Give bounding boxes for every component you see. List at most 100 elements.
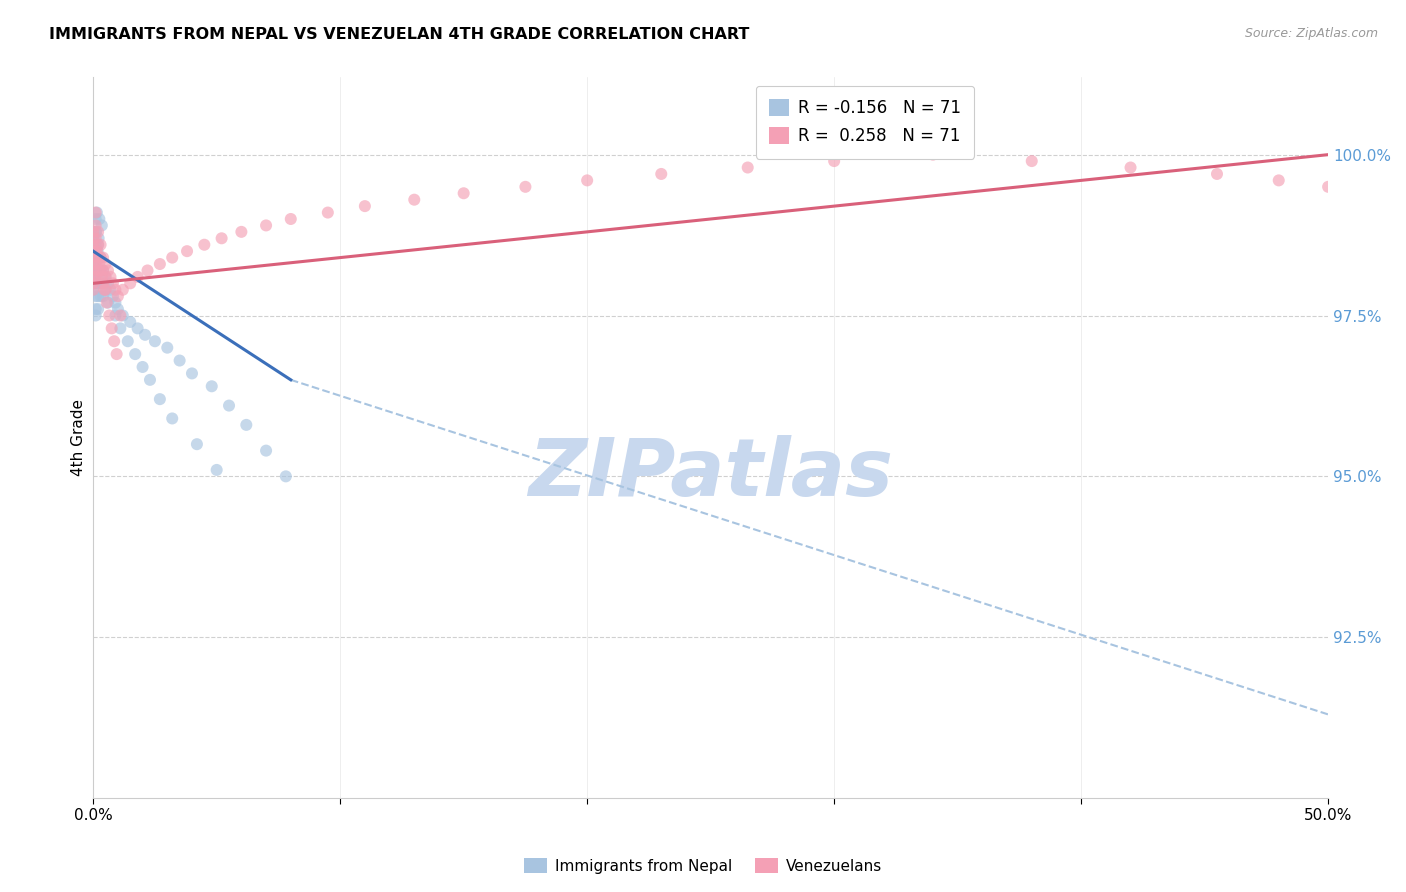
Point	[87, 277, 110, 291]
Point	[316, 205, 339, 219]
Point	[124, 347, 146, 361]
Point	[87, 237, 110, 252]
Point	[84, 251, 107, 265]
Point	[90, 219, 112, 233]
Point	[117, 334, 139, 349]
Point	[111, 283, 134, 297]
Point	[86, 205, 108, 219]
Point	[84, 237, 107, 252]
Point	[143, 334, 166, 349]
Point	[97, 295, 120, 310]
Text: Source: ZipAtlas.com: Source: ZipAtlas.com	[1244, 27, 1378, 40]
Point	[922, 147, 945, 161]
Point	[82, 283, 104, 297]
Point	[193, 237, 215, 252]
Point	[186, 437, 208, 451]
Point	[82, 244, 104, 259]
Point	[96, 295, 118, 310]
Point	[134, 327, 156, 342]
Point	[84, 212, 107, 227]
Point	[84, 225, 107, 239]
Point	[110, 309, 132, 323]
Point	[107, 301, 129, 316]
Point	[90, 251, 112, 265]
Point	[84, 263, 107, 277]
Point	[90, 263, 112, 277]
Point	[354, 199, 377, 213]
Point	[84, 244, 107, 259]
Point	[94, 283, 117, 297]
Point	[84, 289, 107, 303]
Point	[86, 244, 108, 259]
Point	[453, 186, 475, 201]
Point	[90, 277, 112, 291]
Point	[82, 277, 104, 291]
Point	[205, 463, 228, 477]
Point	[87, 225, 110, 239]
Point	[120, 315, 142, 329]
Point	[101, 277, 124, 291]
Point	[82, 225, 104, 239]
Point	[82, 269, 104, 284]
Point	[91, 277, 114, 291]
Point	[87, 237, 110, 252]
Point	[89, 212, 111, 227]
Point	[94, 257, 117, 271]
Point	[82, 263, 104, 277]
Point	[82, 257, 104, 271]
Point	[87, 251, 110, 265]
Point	[84, 205, 107, 219]
Point	[87, 289, 110, 303]
Point	[254, 443, 277, 458]
Text: ZIPatlas: ZIPatlas	[529, 434, 893, 513]
Point	[515, 179, 537, 194]
Point	[1206, 167, 1229, 181]
Legend: R = -0.156   N = 71, R =  0.258   N = 71: R = -0.156 N = 71, R = 0.258 N = 71	[756, 86, 974, 159]
Point	[84, 257, 107, 271]
Point	[82, 231, 104, 245]
Point	[111, 309, 134, 323]
Y-axis label: 4th Grade: 4th Grade	[72, 400, 86, 476]
Point	[235, 417, 257, 432]
Point	[82, 251, 104, 265]
Point	[103, 334, 125, 349]
Point	[149, 257, 172, 271]
Point	[94, 269, 117, 284]
Point	[160, 251, 183, 265]
Point	[97, 263, 120, 277]
Point	[156, 341, 179, 355]
Point	[576, 173, 599, 187]
Point	[98, 309, 121, 323]
Point	[89, 257, 111, 271]
Point	[90, 251, 112, 265]
Point	[100, 269, 122, 284]
Point	[127, 269, 149, 284]
Point	[82, 244, 104, 259]
Point	[87, 231, 110, 245]
Point	[136, 263, 159, 277]
Point	[100, 321, 122, 335]
Point	[86, 244, 108, 259]
Point	[280, 212, 302, 227]
Point	[83, 269, 105, 284]
Point	[139, 373, 162, 387]
Point	[91, 289, 114, 303]
Point	[101, 289, 124, 303]
Point	[93, 283, 115, 297]
Point	[87, 263, 110, 277]
Point	[84, 257, 107, 271]
Point	[82, 251, 104, 265]
Point	[82, 237, 104, 252]
Point	[82, 231, 104, 245]
Point	[1021, 154, 1043, 169]
Point	[176, 244, 198, 259]
Point	[107, 289, 129, 303]
Point	[82, 237, 104, 252]
Point	[105, 347, 128, 361]
Point	[1317, 179, 1340, 194]
Point	[91, 263, 114, 277]
Point	[87, 251, 110, 265]
Point	[218, 399, 240, 413]
Point	[91, 277, 114, 291]
Point	[94, 283, 117, 297]
